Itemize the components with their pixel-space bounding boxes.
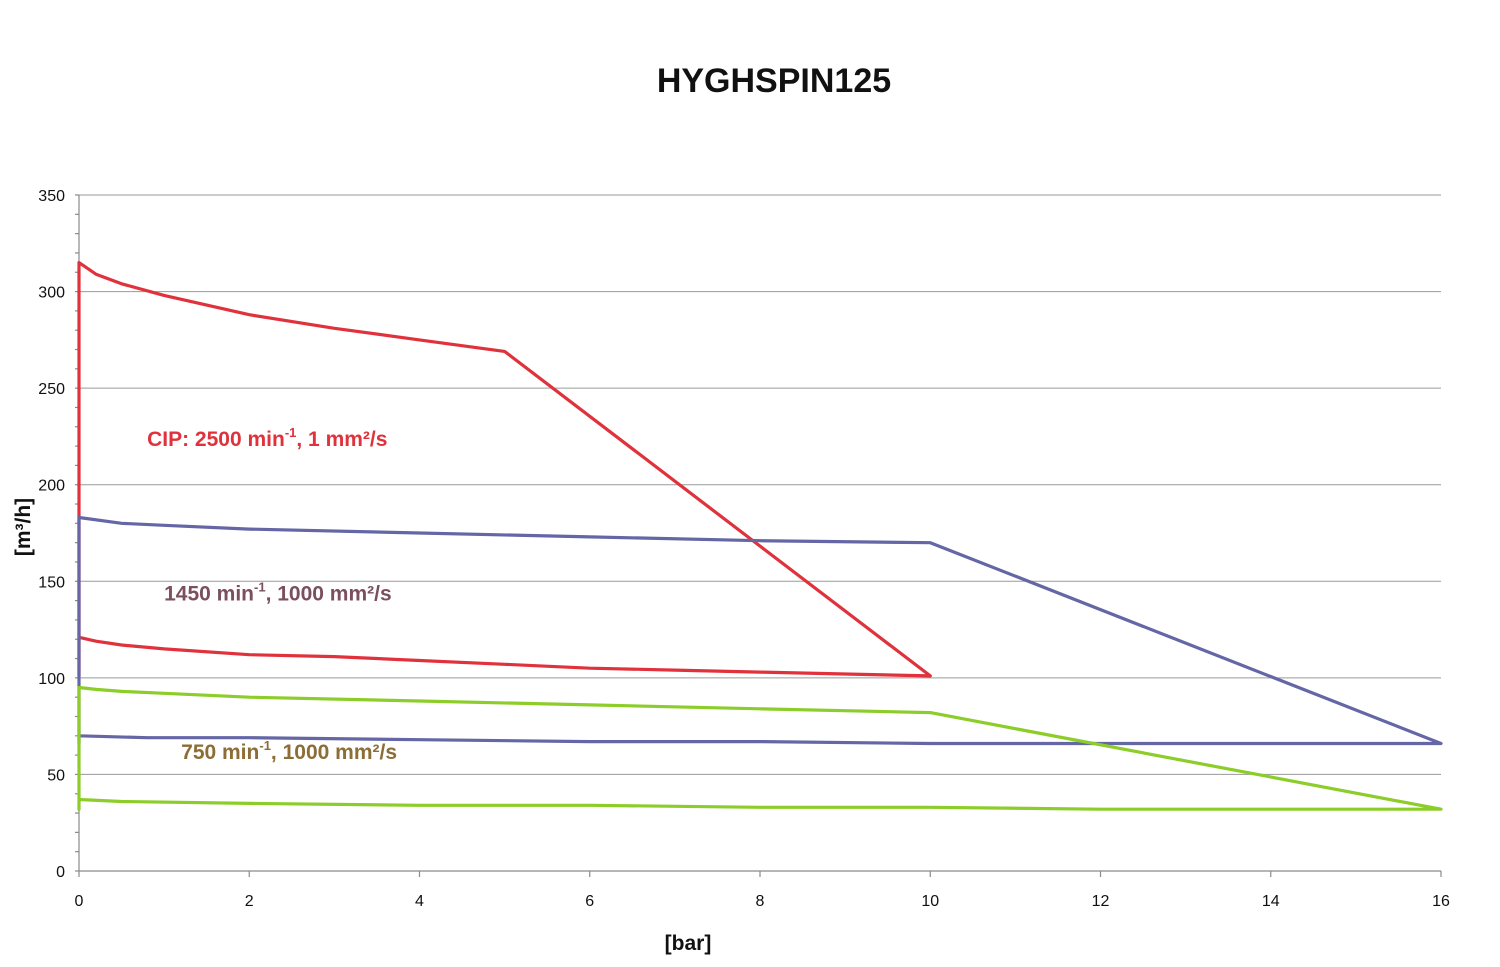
series-annotation-3: 750 min-1, 1000 mm²/s xyxy=(181,738,397,764)
series-line-3 xyxy=(77,685,1443,811)
y-tick-0: 0 xyxy=(56,864,65,881)
x-tick-2: 2 xyxy=(245,893,254,910)
series-lines xyxy=(77,261,1443,811)
x-tick-6: 6 xyxy=(585,893,594,910)
series-annotations: CIP: 2500 min-1, 1 mm²/s 1450 min-1, 1000… xyxy=(147,425,397,764)
x-tick-14: 14 xyxy=(1262,893,1280,910)
gridlines xyxy=(79,194,1441,775)
chart-title: HYGHSPIN125 xyxy=(657,62,891,100)
y-tick-50: 50 xyxy=(47,767,65,784)
x-tick-4: 4 xyxy=(415,893,424,910)
x-tick-16: 16 xyxy=(1432,893,1450,910)
y-tick-labels: 0 50 100 150 200 250 300 350 xyxy=(38,188,65,881)
y-tick-300: 300 xyxy=(38,285,65,302)
x-tick-8: 8 xyxy=(756,893,765,910)
x-tick-labels: 0 2 4 6 8 10 12 14 16 xyxy=(75,893,1450,910)
x-tick-0: 0 xyxy=(75,893,84,910)
series-annotation-1: CIP: 2500 min-1, 1 mm²/s xyxy=(147,425,387,451)
y-tick-250: 250 xyxy=(38,381,65,398)
x-tick-12: 12 xyxy=(1092,893,1110,910)
x-axis-label: [bar] xyxy=(665,932,712,955)
series-annotation-2: 1450 min-1, 1000 mm²/s xyxy=(164,580,392,606)
y-tick-200: 200 xyxy=(38,478,65,495)
y-tick-100: 100 xyxy=(38,671,65,688)
series-line-2 xyxy=(77,515,1443,746)
series-line-1 xyxy=(77,261,932,678)
y-axis-label: [m³/h] xyxy=(12,498,35,556)
y-tick-150: 150 xyxy=(38,574,65,591)
y-tick-350: 350 xyxy=(38,188,65,205)
x-tick-10: 10 xyxy=(921,893,939,910)
